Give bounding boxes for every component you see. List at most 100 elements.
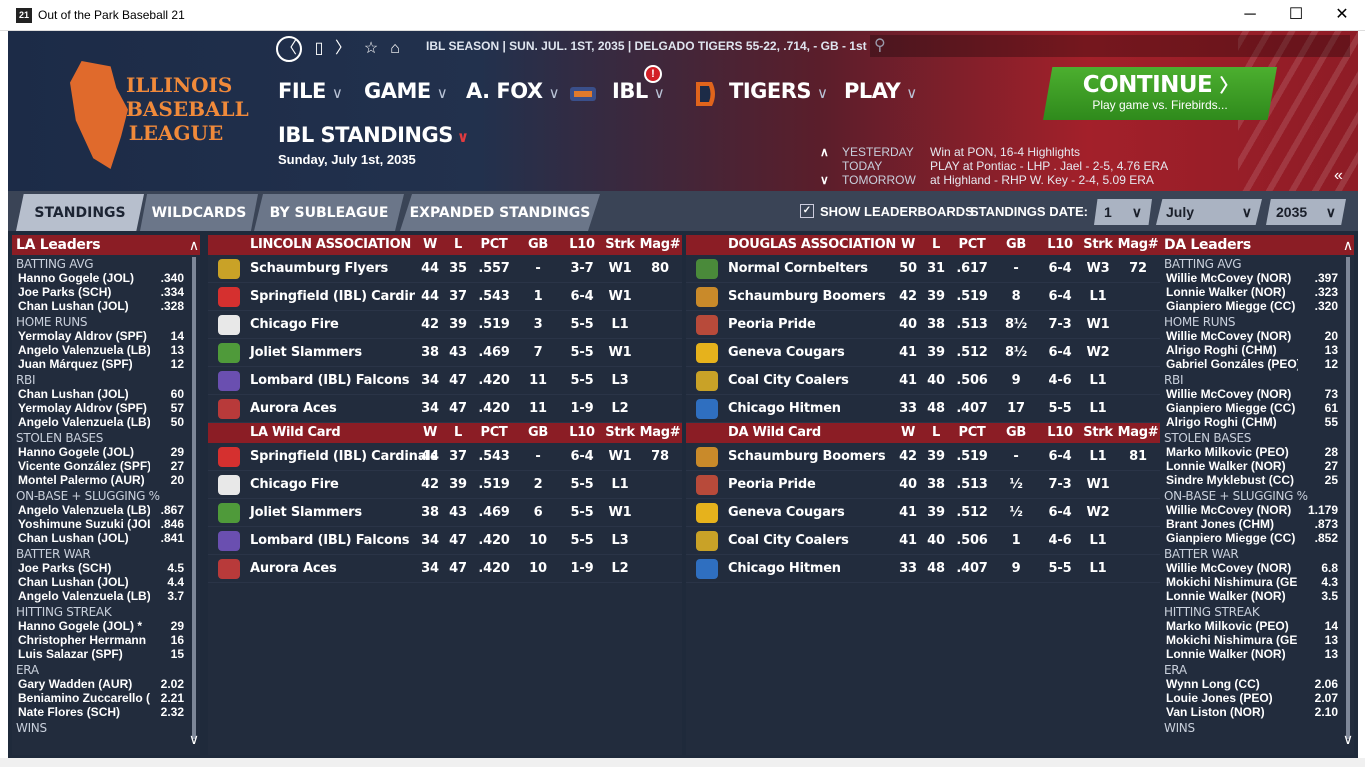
- column-header-pct[interactable]: PCT: [958, 425, 986, 440]
- column-header-gb[interactable]: GB: [1006, 425, 1026, 440]
- leader-row[interactable]: Lonnie Walker (NOR) 27: [1160, 459, 1354, 473]
- leader-row[interactable]: Mokichi Nishimura (GEN 4.3: [1160, 575, 1354, 589]
- column-header-w[interactable]: W: [900, 237, 916, 252]
- team-row[interactable]: Schaumburg Flyers 44 35 .557 - 3-7 W1 80: [208, 255, 682, 283]
- column-header-pct[interactable]: PCT: [958, 237, 986, 252]
- leader-row[interactable]: Hanno Gogele (JOL) .340: [12, 271, 200, 285]
- back-icon[interactable]: 〈: [276, 36, 302, 62]
- leader-row[interactable]: Joe Parks (SCH) .334: [12, 285, 200, 299]
- column-header-mag[interactable]: Mag#: [1117, 425, 1159, 440]
- leader-row[interactable]: Montel Palermo (AUR) 20: [12, 473, 200, 487]
- team-name[interactable]: Peoria Pride: [728, 317, 816, 332]
- team-name[interactable]: Aurora Aces: [250, 401, 337, 416]
- team-name[interactable]: Chicago Hitmen: [728, 401, 841, 416]
- month-select[interactable]: July ∨: [1156, 199, 1262, 225]
- column-header-gb[interactable]: GB: [528, 425, 548, 440]
- year-select[interactable]: 2035 ∨: [1266, 199, 1346, 225]
- star-icon[interactable]: ☆: [363, 40, 379, 57]
- team-row[interactable]: Schaumburg Boomers 42 39 .519 - 6-4 L1 81: [686, 443, 1160, 471]
- column-header-pct[interactable]: PCT: [480, 425, 508, 440]
- team-name[interactable]: Peoria Pride: [728, 477, 816, 492]
- column-header-l10[interactable]: L10: [1047, 237, 1073, 252]
- team-name[interactable]: Schaumburg Flyers: [250, 261, 389, 276]
- league-logo[interactable]: ILLINOIS BASEBALL LEAGUE: [68, 51, 249, 171]
- column-header-l10[interactable]: L10: [569, 425, 595, 440]
- leader-row[interactable]: Yoshimune Suzuki (JOL .846: [12, 517, 200, 531]
- team-name[interactable]: Schaumburg Boomers: [728, 289, 886, 304]
- team-row[interactable]: Geneva Cougars 41 39 .512 8½ 6-4 W2: [686, 339, 1160, 367]
- leader-row[interactable]: Lonnie Walker (NOR) 13: [1160, 647, 1354, 661]
- team-name[interactable]: Chicago Hitmen: [728, 561, 841, 576]
- leader-row[interactable]: Chan Lushan (JOL) .328: [12, 299, 200, 313]
- column-header-l[interactable]: L: [454, 237, 462, 252]
- menu-league[interactable]: IBL ∨: [612, 79, 665, 103]
- team-row[interactable]: Joliet Slammers 38 43 .469 6 5-5 W1: [208, 499, 682, 527]
- leader-row[interactable]: Hanno Gogele (JOL) 29: [12, 445, 200, 459]
- leader-row[interactable]: Gabriel Gonzáles (PEO) 12: [1160, 357, 1354, 371]
- leader-row[interactable]: Gary Wadden (AUR) 2.02: [12, 677, 200, 691]
- day-select[interactable]: 1 ∨: [1094, 199, 1152, 225]
- team-row[interactable]: Aurora Aces 34 47 .420 11 1-9 L2: [208, 395, 682, 423]
- team-row[interactable]: Normal Cornbelters 50 31 .617 - 6-4 W3 72: [686, 255, 1160, 283]
- menu-file[interactable]: FILE ∨: [278, 79, 343, 103]
- team-name[interactable]: Lombard (IBL) Falcons: [250, 373, 410, 388]
- column-header-l[interactable]: L: [454, 425, 462, 440]
- maximize-button[interactable]: ☐: [1288, 6, 1304, 23]
- column-header-pct[interactable]: PCT: [480, 237, 508, 252]
- search-input[interactable]: ⚲: [870, 35, 1350, 57]
- column-header-mag[interactable]: Mag#: [1117, 237, 1159, 252]
- leader-row[interactable]: Lonnie Walker (NOR) .323: [1160, 285, 1354, 299]
- leader-row[interactable]: Marko Milkovic (PEO) 14: [1160, 619, 1354, 633]
- team-name[interactable]: Coal City Coalers: [728, 373, 849, 388]
- scroll-down-icon[interactable]: ∨: [1342, 731, 1354, 747]
- team-row[interactable]: Chicago Hitmen 33 48 .407 9 5-5 L1: [686, 555, 1160, 583]
- team-row[interactable]: Coal City Coalers 41 40 .506 1 4-6 L1: [686, 527, 1160, 555]
- team-row[interactable]: Geneva Cougars 41 39 .512 ½ 6-4 W2: [686, 499, 1160, 527]
- leader-row[interactable]: Sindre Myklebust (CC) 25: [1160, 473, 1354, 487]
- column-header-w[interactable]: W: [900, 425, 916, 440]
- team-row[interactable]: Chicago Fire 42 39 .519 2 5-5 L1: [208, 471, 682, 499]
- team-name[interactable]: Springfield (IBL) Cardinals: [250, 449, 439, 464]
- column-header-l10[interactable]: L10: [1047, 425, 1073, 440]
- team-row[interactable]: Coal City Coalers 41 40 .506 9 4-6 L1: [686, 367, 1160, 395]
- menu-play[interactable]: PLAY ∨: [844, 79, 917, 103]
- leader-row[interactable]: Luis Salazar (SPF) 15: [12, 647, 200, 661]
- team-row[interactable]: Peoria Pride 40 38 .513 ½ 7-3 W1: [686, 471, 1160, 499]
- leader-row[interactable]: Van Liston (NOR) 2.10: [1160, 705, 1354, 719]
- column-header-mag[interactable]: Mag#: [639, 237, 681, 252]
- menu-game[interactable]: GAME ∨: [364, 79, 448, 103]
- team-name[interactable]: Joliet Slammers: [250, 505, 362, 520]
- tab-by-subleague[interactable]: BY SUBLEAGUE: [254, 194, 404, 231]
- leader-row[interactable]: Christopher Herrmann 16: [12, 633, 200, 647]
- home-icon[interactable]: ⌂: [390, 40, 400, 57]
- tab-expanded-standings[interactable]: EXPANDED STANDINGS: [400, 194, 600, 231]
- team-row[interactable]: Aurora Aces 34 47 .420 10 1-9 L2: [208, 555, 682, 583]
- leader-row[interactable]: Wynn Long (CC) 2.06: [1160, 677, 1354, 691]
- tab-wildcards[interactable]: WILDCARDS: [140, 194, 258, 231]
- team-name[interactable]: Lombard (IBL) Falcons: [250, 533, 410, 548]
- scrollbar[interactable]: [1346, 257, 1350, 739]
- team-row[interactable]: Chicago Hitmen 33 48 .407 17 5-5 L1: [686, 395, 1160, 423]
- team-row[interactable]: Chicago Fire 42 39 .519 3 5-5 L1: [208, 311, 682, 339]
- leader-row[interactable]: Mokichi Nishimura (GEN 13: [1160, 633, 1354, 647]
- leader-row[interactable]: Brant Jones (CHM) .873: [1160, 517, 1354, 531]
- team-row[interactable]: Springfield (IBL) Cardir 44 37 .543 1 6-4 W1: [208, 283, 682, 311]
- show-leaderboards-checkbox[interactable]: ✓: [800, 204, 814, 218]
- column-header-gb[interactable]: GB: [1006, 237, 1026, 252]
- leader-row[interactable]: Angelo Valenzuela (LB) 13: [12, 343, 200, 357]
- leader-row[interactable]: Angelo Valenzuela (LB) .867: [12, 503, 200, 517]
- leader-row[interactable]: Gianpiero Miegge (CC) .852: [1160, 531, 1354, 545]
- leader-row[interactable]: Hanno Gogele (JOL) * 29: [12, 619, 200, 633]
- leader-row[interactable]: Angelo Valenzuela (LB) 3.7: [12, 589, 200, 603]
- team-row[interactable]: Peoria Pride 40 38 .513 8½ 7-3 W1: [686, 311, 1160, 339]
- scroll-up-icon[interactable]: ∧: [188, 237, 200, 253]
- team-row[interactable]: Lombard (IBL) Falcons 34 47 .420 11 5-5 L3: [208, 367, 682, 395]
- team-row[interactable]: Joliet Slammers 38 43 .469 7 5-5 W1: [208, 339, 682, 367]
- menu-manager[interactable]: A. FOX ∨: [466, 79, 560, 103]
- scroll-down-icon[interactable]: ∨: [188, 731, 200, 747]
- column-header-mag[interactable]: Mag#: [639, 425, 681, 440]
- leader-row[interactable]: Beniamino Zuccarello (2.21: [12, 691, 200, 705]
- team-name[interactable]: Normal Cornbelters: [728, 261, 868, 276]
- team-name[interactable]: Joliet Slammers: [250, 345, 362, 360]
- forward-icon[interactable]: 〉: [334, 40, 351, 57]
